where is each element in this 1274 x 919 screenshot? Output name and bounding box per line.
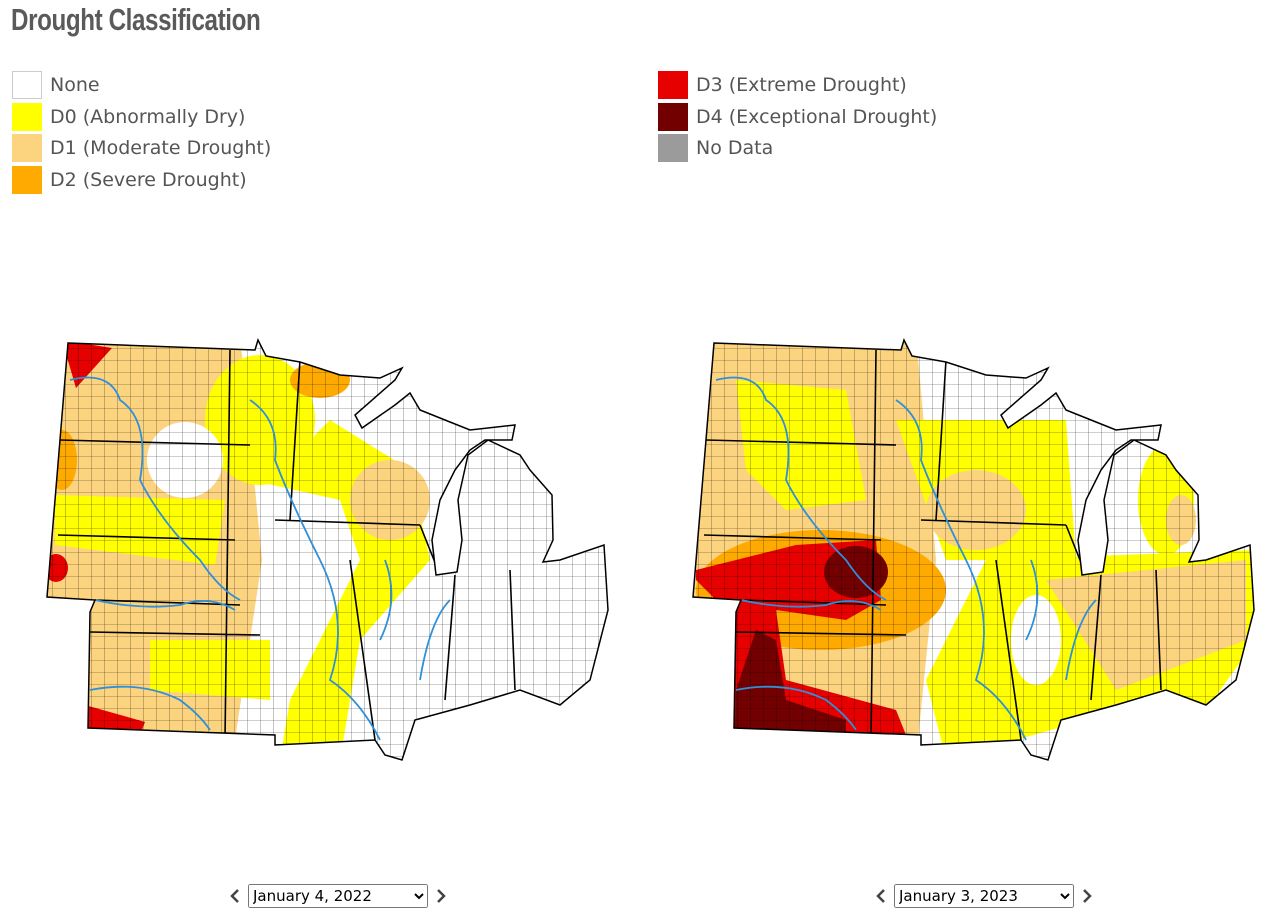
legend-item: No Data (658, 133, 773, 163)
date-control: January 3, 2023 (874, 884, 1094, 908)
legend-swatch (12, 134, 42, 162)
legend-swatch (658, 134, 688, 162)
legend-swatch (12, 102, 42, 131)
legend-label: None (50, 74, 100, 96)
legend-item: D0 (Abnormally Dry) (12, 102, 245, 132)
legend-item: None (12, 70, 100, 100)
legend-item: D1 (Moderate Drought) (12, 133, 271, 163)
title: Drought Classification (11, 2, 261, 37)
legend-item: D3 (Extreme Drought) (658, 70, 907, 100)
previous-arrow[interactable] (228, 887, 242, 905)
previous-arrow[interactable] (874, 887, 888, 905)
legend-swatch (658, 71, 688, 99)
legend-label: D1 (Moderate Drought) (50, 137, 272, 159)
legend-label: D0 (Abnormally Dry) (50, 105, 246, 128)
legend-label: D3 (Extreme Drought) (696, 74, 907, 96)
next-arrow[interactable] (1080, 887, 1094, 905)
legend-label: D2 (Severe Drought) (50, 168, 247, 191)
legend-item: D2 (Severe Drought) (12, 165, 247, 195)
legend-swatch (658, 102, 688, 131)
legend-label: D4 (Exceptional Drought) (696, 105, 938, 128)
next-arrow[interactable] (434, 887, 448, 905)
date-control: January 4, 2022 (228, 884, 448, 908)
map-2022 (46, 339, 609, 761)
date-select[interactable]: January 4, 2022 (248, 884, 428, 908)
legend-label: No Data (696, 137, 774, 159)
map-2023 (692, 339, 1255, 761)
legend-swatch (12, 71, 42, 99)
legend-swatch (12, 165, 42, 194)
date-select[interactable]: January 3, 2023 (894, 884, 1074, 908)
legend-item: D4 (Exceptional Drought) (658, 102, 937, 132)
